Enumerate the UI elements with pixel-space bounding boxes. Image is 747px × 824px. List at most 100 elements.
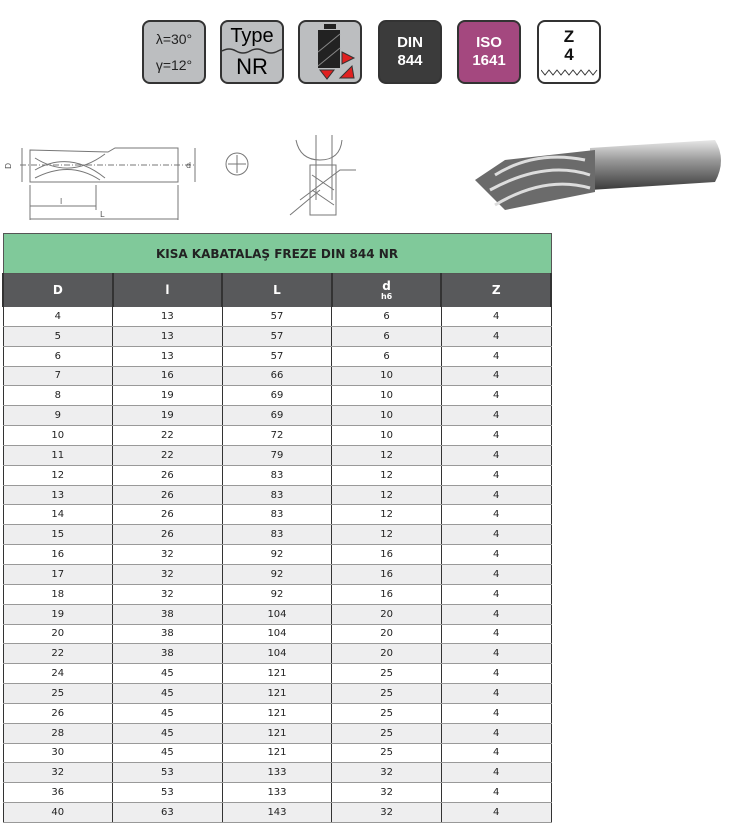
table-row: 16 32 92 16 4 (2, 544, 552, 565)
cell-Z: 4 (440, 544, 552, 565)
cell-l: 45 (112, 743, 223, 764)
cell-Z: 4 (440, 743, 552, 764)
table-row: 25 45 121 25 4 (2, 683, 552, 704)
cell-l: 53 (112, 782, 223, 804)
cell-d: 10 (331, 425, 442, 446)
cell-l: 13 (112, 346, 223, 367)
table-row: 6 13 57 6 4 (2, 346, 552, 367)
table-row: 22 38 104 20 4 (2, 643, 552, 665)
cell-Z: 4 (440, 683, 552, 704)
din-label: DIN (397, 34, 423, 51)
cell-Z: 4 (440, 504, 552, 526)
cell-d: 25 (331, 743, 442, 764)
cell-L: 69 (221, 385, 333, 407)
cell-D: 7 (2, 366, 114, 387)
cell-d: 12 (331, 504, 442, 526)
cell-D: 28 (2, 723, 114, 744)
cell-l: 45 (112, 723, 223, 744)
cell-L: 121 (221, 723, 333, 744)
cell-D: 25 (2, 683, 114, 704)
cell-l: 13 (112, 326, 223, 347)
cell-D: 16 (2, 544, 114, 565)
cell-d: 32 (331, 802, 442, 823)
cell-Z: 4 (440, 723, 552, 744)
cell-L: 69 (221, 405, 333, 427)
cell-D: 36 (2, 782, 114, 804)
cell-Z: 4 (440, 485, 552, 506)
cell-l: 53 (112, 762, 223, 784)
cell-Z: 4 (440, 624, 552, 645)
cell-d: 12 (331, 465, 442, 486)
table-row: 14 26 83 12 4 (2, 504, 552, 526)
table-row: 20 38 104 20 4 (2, 624, 552, 645)
cell-D: 24 (2, 663, 114, 685)
cell-D: 4 (2, 306, 114, 327)
header-L: L (221, 273, 333, 307)
cutting-direction-icon (298, 20, 362, 84)
table-row: 19 38 104 20 4 (2, 604, 552, 625)
nr-label: NR (236, 54, 268, 79)
cell-d: 32 (331, 782, 442, 804)
din-number: 844 (397, 52, 423, 69)
cell-Z: 4 (440, 564, 552, 585)
cell-l: 32 (112, 564, 223, 585)
cell-Z: 4 (440, 663, 552, 685)
cell-l: 45 (112, 663, 223, 685)
cell-D: 14 (2, 504, 114, 526)
table-row: 17 32 92 16 4 (2, 564, 552, 585)
cell-Z: 4 (440, 306, 552, 327)
header-D: D (2, 273, 114, 307)
cell-D: 10 (2, 425, 114, 446)
cell-Z: 4 (440, 762, 552, 784)
cell-Z: 4 (440, 782, 552, 804)
drawing-label-d: d (186, 161, 191, 170)
cell-L: 92 (221, 584, 333, 605)
cell-L: 143 (221, 802, 333, 823)
cell-D: 19 (2, 604, 114, 625)
cell-d: 12 (331, 485, 442, 506)
header-l: l (111, 273, 224, 307)
cell-D: 6 (2, 346, 114, 367)
cell-d: 32 (331, 762, 442, 784)
serration-icon (541, 69, 598, 76)
table-row: 32 53 133 32 4 (2, 762, 552, 784)
header-d-tolerance: h6 (380, 292, 393, 302)
cell-d: 10 (331, 405, 442, 427)
cell-L: 57 (221, 326, 333, 347)
cell-l: 32 (112, 584, 223, 605)
cell-D: 32 (2, 762, 114, 784)
technical-drawing: D l L d (4, 135, 356, 220)
table-row: 4 13 57 6 4 (2, 306, 552, 327)
cell-Z: 4 (440, 643, 552, 665)
cell-l: 16 (112, 366, 223, 387)
cell-l: 38 (112, 624, 223, 645)
cell-l: 26 (112, 485, 223, 506)
cell-L: 121 (221, 663, 333, 685)
cell-d: 6 (331, 346, 442, 367)
cell-l: 26 (112, 504, 223, 526)
cell-Z: 4 (440, 385, 552, 407)
table-row: 5 13 57 6 4 (2, 326, 552, 347)
cell-Z: 4 (440, 346, 552, 367)
cell-l: 45 (112, 683, 223, 704)
cell-l: 13 (112, 306, 223, 327)
cell-L: 66 (221, 366, 333, 387)
table-row: 30 45 121 25 4 (2, 743, 552, 764)
rake-angle-label: γ=12° (155, 57, 193, 73)
cell-d: 25 (331, 723, 442, 744)
cell-Z: 4 (440, 405, 552, 427)
cell-d: 10 (331, 385, 442, 407)
cell-d: 10 (331, 366, 442, 387)
cell-Z: 4 (440, 366, 552, 387)
cell-L: 133 (221, 782, 333, 804)
cell-L: 83 (221, 465, 333, 486)
cell-L: 57 (221, 306, 333, 327)
table-row: 9 19 69 10 4 (2, 405, 552, 427)
cell-l: 45 (112, 703, 223, 724)
cell-L: 104 (221, 643, 333, 665)
header-d-label: d (382, 279, 391, 294)
table-row: 12 26 83 12 4 (2, 465, 552, 486)
iso-label: ISO (476, 34, 502, 51)
cell-l: 38 (112, 604, 223, 625)
z-label: Z (563, 27, 575, 46)
